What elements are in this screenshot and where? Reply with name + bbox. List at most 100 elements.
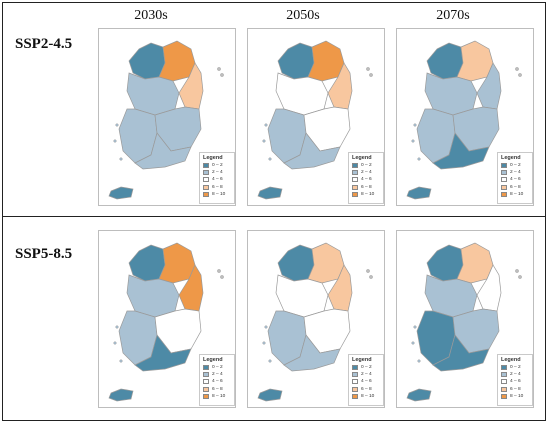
legend-label: 4 – 6 (510, 177, 521, 183)
island-marker (113, 341, 117, 345)
island-marker (417, 359, 421, 363)
legend-title: Legend (501, 155, 521, 161)
legend-item: 2 – 4 (498, 371, 532, 378)
legend-swatch (203, 184, 209, 190)
legend-label: 8 – 10 (361, 393, 375, 399)
region-northwest (426, 244, 464, 282)
region-south-coast (283, 334, 341, 372)
legend-item: 0 – 2 (498, 162, 532, 169)
island-marker (217, 67, 221, 71)
island-marker (369, 275, 373, 279)
legend-label: 0 – 2 (212, 365, 223, 371)
island-marker (264, 123, 268, 127)
legend-label: 8 – 10 (510, 393, 524, 399)
region-center (275, 72, 329, 116)
legend-label: 6 – 8 (361, 184, 372, 190)
region-center (126, 72, 180, 116)
legend-item: 8 – 10 (498, 191, 532, 198)
legend-item: 6 – 8 (498, 386, 532, 393)
legend-swatch (501, 163, 507, 169)
legend-label: 8 – 10 (361, 191, 375, 197)
island-marker (220, 275, 224, 279)
region-northwest (128, 42, 166, 80)
legend-item: 4 – 6 (349, 176, 383, 183)
legend-swatch (352, 191, 358, 197)
row-divider (2, 216, 546, 217)
island-marker (119, 157, 123, 161)
region-south-coast (283, 132, 341, 170)
legend-label: 6 – 8 (510, 184, 521, 190)
legend-swatch (203, 191, 209, 197)
legend-label: 0 – 2 (510, 365, 521, 371)
island-marker (417, 157, 421, 161)
korea-choropleth-map (108, 242, 224, 402)
legend-item: 2 – 4 (200, 371, 234, 378)
legend-item: 6 – 8 (349, 386, 383, 393)
legend-swatch (352, 393, 358, 399)
region-east-coast (476, 264, 502, 312)
legend-title: Legend (203, 155, 223, 161)
legend-item: 8 – 10 (349, 191, 383, 198)
legend-item: 8 – 10 (200, 191, 234, 198)
region-east-coast (178, 264, 204, 312)
legend-item: 0 – 2 (200, 162, 234, 169)
region-south-coast (432, 334, 490, 372)
legend-swatch (203, 372, 209, 378)
legend-item: 6 – 8 (498, 184, 532, 191)
region-jeju (257, 186, 283, 200)
island-marker (268, 359, 272, 363)
figure-frame (2, 2, 546, 421)
legend-swatch (501, 372, 507, 378)
region-center (424, 274, 478, 318)
legend-swatch (501, 191, 507, 197)
legend-swatch (352, 379, 358, 385)
legend-label: 8 – 10 (212, 393, 226, 399)
island-marker (518, 73, 522, 77)
column-header-2070s: 2070s (436, 8, 470, 23)
region-jeju (108, 388, 134, 402)
legend-item: 8 – 10 (349, 393, 383, 400)
island-marker (119, 359, 123, 363)
island-marker (515, 269, 519, 273)
legend-label: 4 – 6 (212, 379, 223, 385)
legend-title: Legend (352, 155, 372, 161)
legend-item: 2 – 4 (349, 371, 383, 378)
legend-swatch (501, 184, 507, 190)
legend-swatch (203, 379, 209, 385)
legend-item: 4 – 6 (498, 176, 532, 183)
region-east-coast (476, 62, 502, 110)
row-header-ssp5-8.5: SSP5-8.5 (15, 246, 73, 262)
legend-item: 2 – 4 (349, 169, 383, 176)
region-east-coast (327, 264, 353, 312)
legend-label: 4 – 6 (361, 177, 372, 183)
korea-choropleth-map (257, 242, 373, 402)
legend-item: 6 – 8 (200, 184, 234, 191)
legend-label: 2 – 4 (212, 372, 223, 378)
column-header-2050s: 2050s (286, 8, 320, 23)
island-marker (115, 325, 119, 329)
legend-swatch (203, 365, 209, 371)
legend-title: Legend (203, 357, 223, 363)
legend-label: 2 – 4 (361, 170, 372, 176)
legend-swatch (501, 170, 507, 176)
legend-item: 6 – 8 (200, 386, 234, 393)
legend-item: 4 – 6 (349, 378, 383, 385)
legend-swatch (501, 393, 507, 399)
legend-label: 6 – 8 (361, 386, 372, 392)
legend-swatch (203, 163, 209, 169)
legend-label: 2 – 4 (510, 372, 521, 378)
region-jeju (108, 186, 134, 200)
region-center (424, 72, 478, 116)
region-northwest (426, 42, 464, 80)
legend-label: 8 – 10 (510, 191, 524, 197)
legend-swatch (352, 386, 358, 392)
region-jeju (406, 388, 432, 402)
legend-item: 0 – 2 (349, 364, 383, 371)
legend-title: Legend (352, 357, 372, 363)
